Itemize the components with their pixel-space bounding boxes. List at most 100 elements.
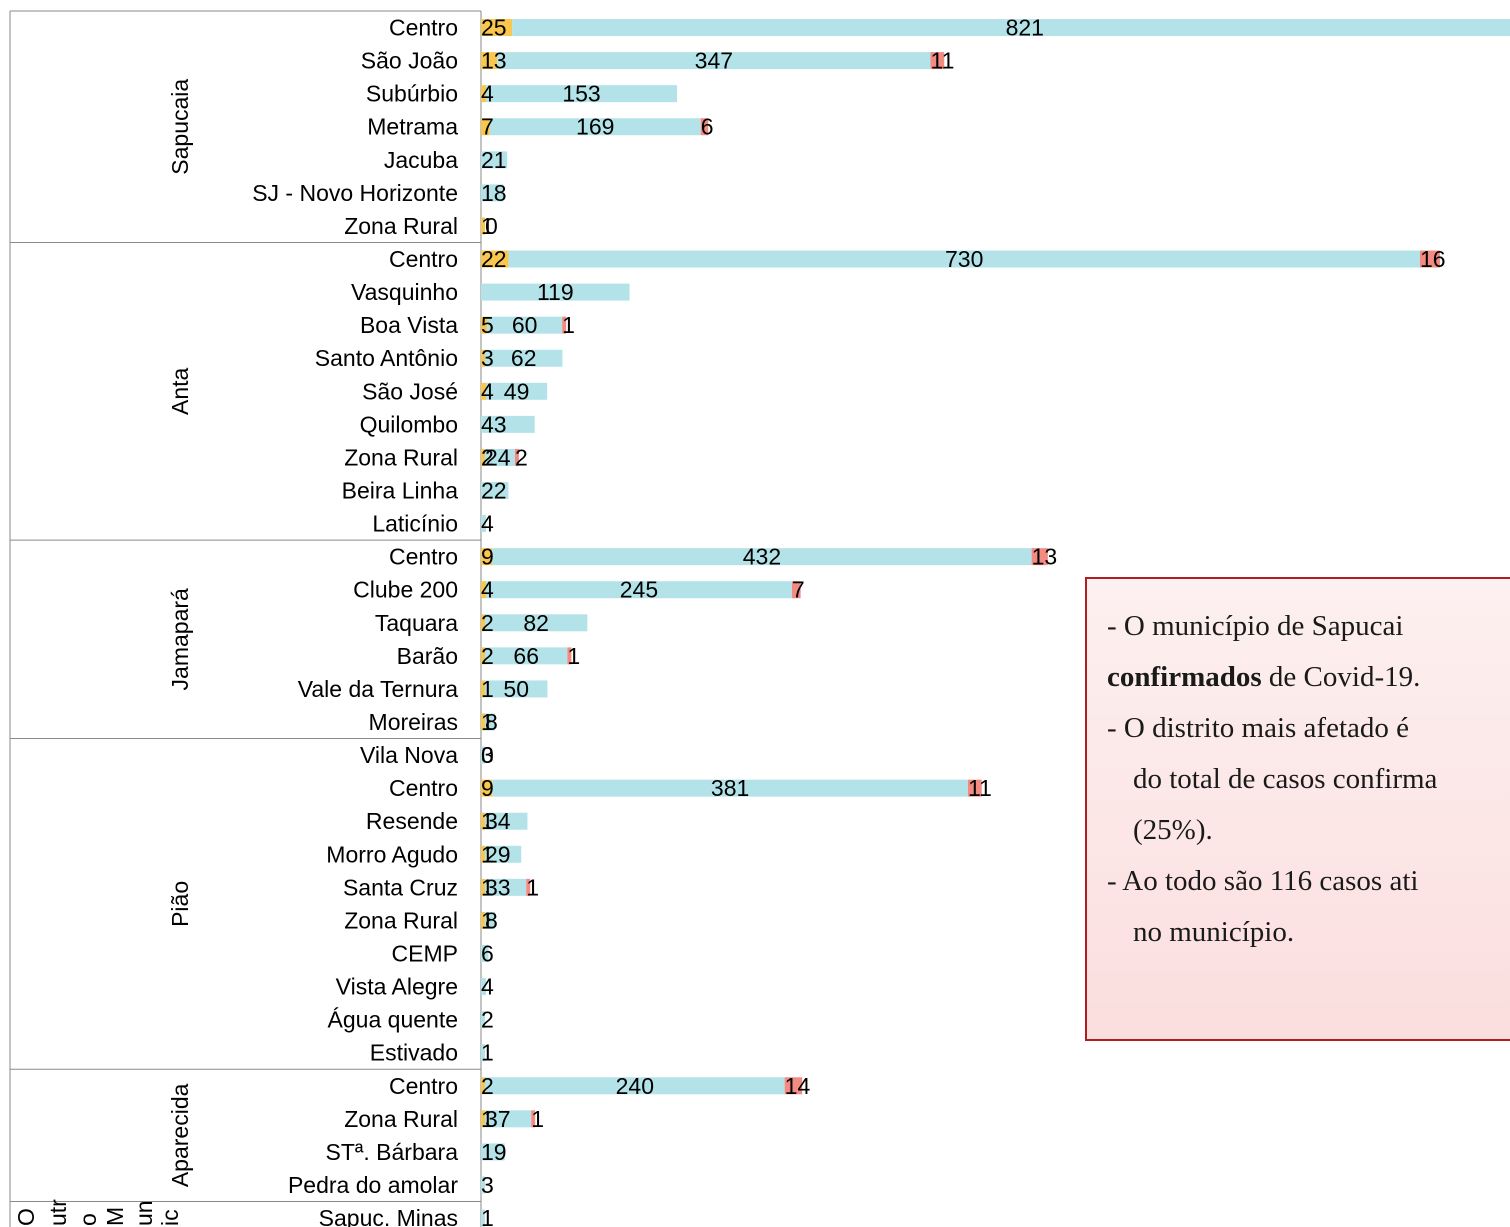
value-label-suspeitos: 7: [481, 114, 494, 140]
value-label-suspeitos: 1: [481, 907, 494, 933]
note-line-4: do total de casos confirma: [1133, 763, 1438, 795]
value-label-suspeitos: 1: [481, 709, 494, 735]
value-label-confirmados: 153: [562, 81, 600, 107]
category-label: Clube 200: [353, 577, 458, 603]
value-label-suspeitos: 4: [481, 81, 494, 107]
value-label-suspeitos: 1: [481, 874, 494, 900]
bar-confirmados: [485, 614, 588, 632]
bar-suspeitos: [481, 647, 485, 665]
group-label: Aparecida: [167, 1083, 193, 1187]
bar-confirmados: [485, 382, 548, 400]
bar-suspeitos: [481, 614, 485, 632]
bar-confirmados: [481, 944, 489, 962]
bar-obitos: [526, 878, 531, 896]
bar-suspeitos: [481, 1077, 485, 1095]
bar-confirmados: [508, 250, 1420, 268]
value-label-confirmados: 1: [481, 1040, 494, 1066]
bar-obitos: [514, 448, 519, 466]
summary-note-box: - O município de Sapucai confirmados de …: [1085, 577, 1510, 1041]
category-label: Centro: [389, 246, 458, 272]
category-label: CEMP: [392, 940, 458, 966]
bar-suspeitos: [481, 118, 490, 136]
value-label-confirmados: 4: [481, 511, 494, 537]
value-label-confirmados: 33: [485, 874, 511, 900]
category-label: Centro: [389, 1073, 458, 1099]
category-label: Metrama: [367, 114, 458, 140]
bar-obitos: [700, 118, 709, 136]
bar-suspeitos: [481, 1110, 485, 1128]
value-label-confirmados: 43: [481, 411, 507, 437]
category-label: São José: [362, 378, 458, 404]
bar-confirmados: [485, 1077, 785, 1095]
bar-confirmados: [481, 746, 485, 764]
bar-suspeitos: [481, 316, 488, 334]
value-label-confirmados: 34: [485, 808, 511, 834]
note-line-2: confirmados de Covid-19.: [1107, 661, 1420, 694]
bar-suspeitos: [481, 845, 485, 863]
bar-confirmados: [485, 349, 563, 367]
bar-confirmados: [481, 184, 504, 202]
value-label-confirmados: 381: [711, 775, 749, 801]
value-label-confirmados: 6: [481, 940, 494, 966]
value-label-obitos: 2: [515, 444, 528, 470]
bar-confirmados: [485, 845, 522, 863]
value-label-obitos: 13: [1032, 544, 1058, 570]
value-label-suspeitos: 5: [481, 312, 494, 338]
note-line-2-rest: de Covid-19.: [1261, 661, 1421, 693]
bar-confirmados: [485, 680, 548, 698]
value-label-suspeitos: 25: [481, 15, 507, 41]
bar-suspeitos: [481, 19, 513, 37]
partial-group-label: ic: [157, 1209, 183, 1226]
bar-confirmados: [492, 548, 1032, 566]
value-label-confirmados: 8: [485, 709, 498, 735]
category-label: Beira Linha: [342, 478, 459, 504]
category-label: Vale da Ternura: [298, 676, 458, 702]
value-label-suspeitos: 2: [481, 1073, 494, 1099]
value-label-suspeitos: 3: [481, 345, 494, 371]
bar-confirmados: [485, 85, 678, 103]
bar-confirmados: [481, 283, 630, 301]
value-label-confirmados: 119: [537, 279, 574, 305]
category-label: Zona Rural: [344, 213, 458, 239]
value-label-suspeitos: 1: [481, 808, 494, 834]
category-label: Vista Alegre: [336, 974, 458, 1000]
bar-confirmados: [485, 647, 568, 665]
bar-confirmados: [481, 1044, 485, 1062]
value-label-confirmados: 169: [576, 114, 614, 140]
value-label-confirmados: 60: [512, 312, 538, 338]
category-label: Taquara: [375, 610, 458, 636]
bar-confirmados: [481, 151, 508, 169]
bar-confirmados: [485, 812, 528, 830]
value-label-confirmados: 19: [481, 1139, 507, 1165]
bar-confirmados: [481, 978, 486, 996]
value-label-confirmados: 347: [695, 48, 733, 74]
bar-confirmados: [481, 482, 509, 500]
value-label-obitos: 1: [531, 1106, 544, 1132]
bar-obitos: [791, 581, 801, 599]
group-label: Pião: [167, 881, 193, 927]
bar-confirmados: [512, 19, 1510, 37]
partial-group-label: un: [131, 1200, 157, 1226]
bar-obitos: [1031, 548, 1048, 566]
category-label: Barão: [397, 643, 458, 669]
bar-suspeitos: [481, 812, 485, 830]
bar-confirmados: [485, 1110, 532, 1128]
value-label-confirmados: 62: [511, 345, 537, 371]
value-label-suspeitos: 2: [481, 610, 494, 636]
category-label: Morro Agudo: [326, 841, 458, 867]
category-label: Sapuc. Minas: [319, 1205, 458, 1227]
category-label: Boa Vista: [360, 312, 458, 338]
value-label-confirmados: 1: [481, 1205, 494, 1227]
value-label-suspeitos: 9: [481, 544, 494, 570]
category-label: Subúrbio: [366, 81, 458, 107]
value-label-confirmados: 8: [485, 907, 498, 933]
value-label-suspeitos: 2: [481, 444, 494, 470]
value-label-obitos: 1: [567, 643, 580, 669]
value-label-suspeitos: 13: [481, 48, 507, 74]
value-label-confirmados: 0: [485, 213, 498, 239]
value-label-confirmados: 4: [481, 974, 494, 1000]
bar-obitos: [562, 316, 567, 334]
bar-suspeitos: [481, 878, 485, 896]
value-label-obitos: 7: [792, 577, 805, 603]
value-label-confirmados: 49: [504, 378, 530, 404]
